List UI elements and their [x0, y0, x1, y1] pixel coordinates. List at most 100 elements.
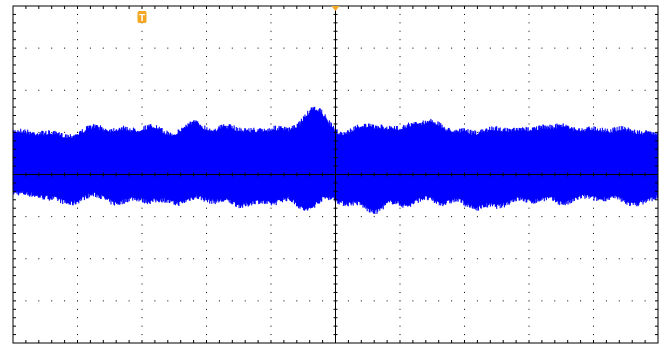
grid-dot	[593, 89, 594, 91]
grid-dot	[528, 199, 530, 201]
grid-dot	[51, 216, 53, 218]
grid-dot	[386, 300, 388, 302]
grid-dot	[528, 275, 530, 277]
grid-dot	[244, 300, 246, 302]
grid-dot	[412, 47, 414, 49]
grid-dot	[605, 258, 607, 260]
grid-dot	[360, 47, 362, 49]
grid-dot	[476, 131, 478, 133]
grid-dot	[347, 89, 349, 91]
grid-dot	[77, 98, 78, 100]
grid-dot	[257, 216, 259, 218]
grid-dot	[206, 308, 207, 310]
grid-dot	[618, 89, 620, 91]
grid-dot	[270, 275, 272, 277]
grid-dot	[167, 300, 169, 302]
grid-dot	[476, 258, 478, 260]
grid-dot	[399, 123, 401, 125]
grid-dot	[399, 72, 401, 74]
grid-dot	[141, 72, 143, 74]
grid-dot	[128, 47, 130, 49]
grid-dot	[77, 249, 78, 251]
grid-dot	[231, 258, 233, 260]
grid-dot	[515, 89, 517, 91]
grid-dot	[270, 72, 272, 74]
grid-dot	[206, 224, 207, 226]
grid-dot	[141, 207, 143, 209]
grid-dot	[593, 258, 594, 260]
grid-dot	[464, 325, 465, 327]
grid-dot	[451, 47, 453, 49]
grid-dot	[644, 258, 646, 260]
grid-dot	[528, 232, 530, 234]
grid-dot	[89, 258, 91, 260]
grid-dot	[399, 39, 401, 41]
grid-dot	[77, 308, 78, 310]
grid-dot	[193, 89, 195, 91]
grid-dot	[115, 258, 117, 260]
grid-dot	[141, 275, 143, 277]
grid-dot	[593, 224, 594, 226]
grid-dot	[270, 207, 272, 209]
grid-dot	[451, 300, 453, 302]
grid-dot	[593, 123, 594, 125]
grid-dot	[593, 317, 594, 319]
grid-dot	[38, 131, 40, 133]
grid-dot	[528, 224, 530, 226]
grid-dot	[593, 283, 594, 285]
grid-dot	[373, 216, 375, 218]
grid-dot	[296, 89, 298, 91]
grid-dot	[218, 47, 220, 49]
grid-dot	[141, 39, 143, 41]
grid-dot	[77, 241, 78, 243]
grid-dot	[64, 131, 66, 133]
grid-dot	[605, 300, 607, 302]
grid-dot	[451, 216, 453, 218]
grid-dot	[528, 317, 530, 319]
grid-dot	[283, 300, 285, 302]
grid-dot	[541, 300, 543, 302]
grid-dot	[206, 56, 207, 58]
grid-dot	[515, 258, 517, 260]
grid-dot	[283, 47, 285, 49]
grid-dot	[141, 56, 143, 58]
grid-dot	[593, 72, 594, 74]
grid-dot	[593, 334, 594, 336]
trigger-label: T	[139, 13, 145, 24]
grid-dot	[593, 13, 594, 15]
grid-dot	[386, 47, 388, 49]
grid-dot	[464, 89, 465, 91]
grid-dot	[644, 131, 646, 133]
grid-dot	[464, 291, 465, 293]
grid-dot	[502, 216, 504, 218]
grid-dot	[618, 258, 620, 260]
grid-dot	[244, 89, 246, 91]
grid-dot	[554, 47, 556, 49]
grid-dot	[528, 81, 530, 83]
grid-dot	[77, 30, 78, 32]
grid-dot	[528, 56, 530, 58]
grid-dot	[399, 300, 401, 302]
grid-dot	[412, 89, 414, 91]
grid-dot	[347, 216, 349, 218]
grid-dot	[593, 39, 594, 41]
grid-dot	[77, 334, 78, 336]
grid-dot	[464, 115, 465, 117]
grid-dot	[605, 89, 607, 91]
grid-dot	[115, 300, 117, 302]
grid-dot	[25, 258, 27, 260]
grid-dot	[270, 325, 272, 327]
grid-dot	[141, 291, 143, 293]
grid-dot	[141, 241, 143, 243]
grid-dot	[399, 115, 401, 117]
grid-dot	[296, 300, 298, 302]
grid-dot	[167, 89, 169, 91]
grid-dot	[167, 131, 169, 133]
grid-dot	[528, 30, 530, 32]
grid-dot	[464, 123, 465, 125]
grid-dot	[128, 300, 130, 302]
grid-dot	[618, 300, 620, 302]
grid-dot	[528, 39, 530, 41]
grid-dot	[102, 47, 104, 49]
